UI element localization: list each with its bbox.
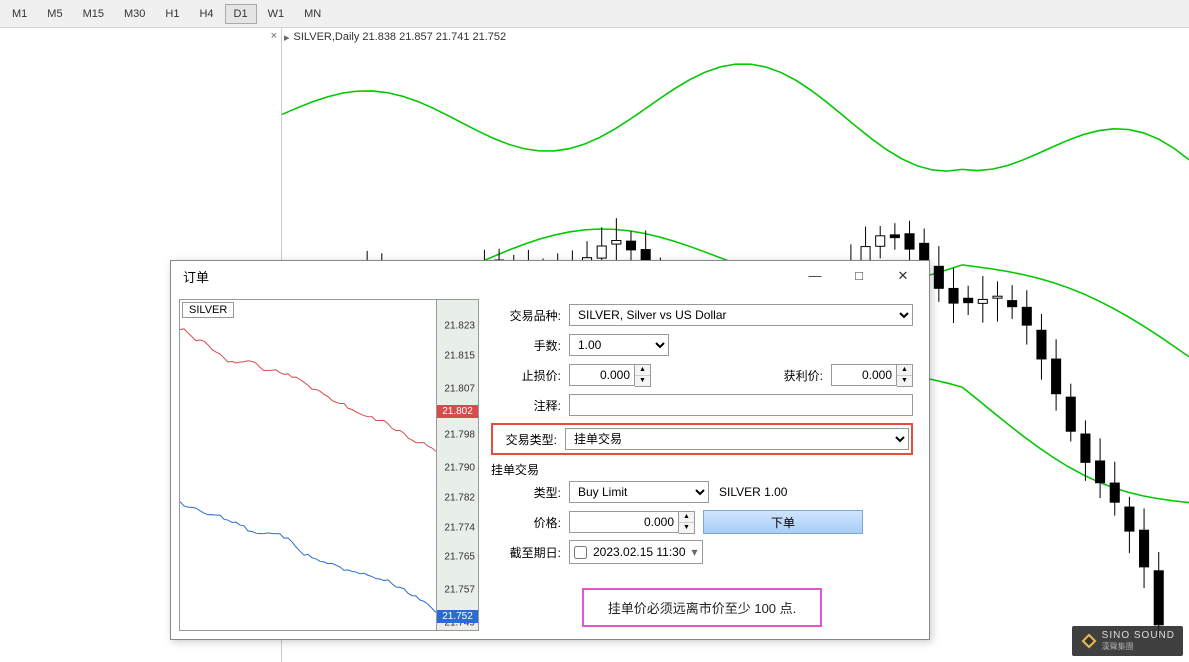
tp-input[interactable]	[831, 364, 897, 386]
price-marker: 21.802	[437, 405, 478, 418]
order-form: 交易品种: SILVER, Silver vs US Dollar 手数: 1.…	[487, 299, 921, 631]
axis-tick: 21.798	[444, 430, 475, 441]
expiry-checkbox[interactable]	[574, 546, 587, 559]
minimize-icon[interactable]: —	[797, 268, 833, 284]
close-icon[interactable]: ×	[271, 30, 277, 42]
timeframe-m5[interactable]: M5	[38, 4, 71, 24]
chart-expand-icon[interactable]: ▸	[284, 31, 290, 44]
pending-section-label: 挂单交易	[491, 461, 913, 478]
timeframe-toolbar: M1M5M15M30H1H4D1W1MN	[0, 0, 1189, 28]
timeframe-m30[interactable]: M30	[115, 4, 154, 24]
label-expiry: 截至期日:	[491, 544, 569, 561]
pendtype-suffix: SILVER 1.00	[719, 485, 787, 499]
warning-message: 挂单价必须远离市价至少 100 点.	[582, 588, 823, 627]
axis-tick: 21.815	[444, 351, 475, 362]
timeframe-mn[interactable]: MN	[295, 4, 330, 24]
tp-down-icon[interactable]: ▼	[897, 376, 912, 386]
comment-input[interactable]	[569, 394, 913, 416]
chart-title: SILVER,Daily 21.838 21.857 21.741 21.752	[294, 31, 507, 43]
axis-tick: 21.782	[444, 493, 475, 504]
submit-button[interactable]: 下单	[703, 510, 863, 534]
sl-down-icon[interactable]: ▼	[635, 376, 650, 386]
price-down-icon[interactable]: ▼	[679, 523, 694, 533]
chart-header: ▸ SILVER,Daily 21.838 21.857 21.741 21.7…	[282, 28, 1189, 46]
label-pendtype: 类型:	[491, 484, 569, 501]
mini-chart: SILVER 21.82321.81521.80721.79821.79021.…	[179, 299, 479, 631]
label-price: 价格:	[491, 514, 569, 531]
sl-input[interactable]	[569, 364, 635, 386]
expiry-value: 2023.02.15 11:30	[593, 545, 686, 559]
price-input[interactable]	[569, 511, 679, 533]
volume-select[interactable]: 1.00	[569, 334, 669, 356]
timeframe-h1[interactable]: H1	[156, 4, 188, 24]
order-dialog: 订单 — □ ✕ SILVER 21.82321.81521.80721.798…	[170, 260, 930, 640]
label-tp: 获利价:	[771, 367, 831, 384]
label-sl: 止损价:	[491, 367, 569, 384]
axis-tick: 21.774	[444, 522, 475, 533]
close-dialog-icon[interactable]: ✕	[885, 268, 921, 284]
label-ordertype: 交易类型:	[495, 431, 565, 448]
ordertype-select[interactable]: 挂单交易	[565, 428, 909, 450]
axis-tick: 21.823	[444, 321, 475, 332]
maximize-icon[interactable]: □	[841, 268, 877, 284]
axis-tick: 21.807	[444, 384, 475, 395]
logo-text: SINO SOUND	[1102, 630, 1175, 641]
ordertype-highlight: 交易类型: 挂单交易	[491, 423, 913, 455]
axis-tick: 21.765	[444, 552, 475, 563]
brand-logo: SINO SOUND 漢聲集團	[1072, 626, 1183, 656]
label-symbol: 交易品种:	[491, 307, 569, 324]
timeframe-d1[interactable]: D1	[225, 4, 257, 24]
axis-tick: 21.790	[444, 463, 475, 474]
chevron-down-icon[interactable]: ▾	[692, 545, 698, 559]
timeframe-h4[interactable]: H4	[190, 4, 222, 24]
timeframe-m1[interactable]: M1	[3, 4, 36, 24]
axis-tick: 21.757	[444, 585, 475, 596]
tp-up-icon[interactable]: ▲	[897, 365, 912, 376]
label-volume: 手数:	[491, 337, 569, 354]
pendtype-select[interactable]: Buy Limit	[569, 481, 709, 503]
label-comment: 注释:	[491, 397, 569, 414]
dialog-titlebar[interactable]: 订单 — □ ✕	[171, 261, 929, 291]
logo-sub: 漢聲集團	[1102, 641, 1175, 652]
sl-up-icon[interactable]: ▲	[635, 365, 650, 376]
symbol-select[interactable]: SILVER, Silver vs US Dollar	[569, 304, 913, 326]
timeframe-w1[interactable]: W1	[259, 4, 294, 24]
price-up-icon[interactable]: ▲	[679, 512, 694, 523]
price-marker: 21.752	[437, 610, 478, 623]
dialog-title: 订单	[179, 267, 209, 286]
timeframe-m15[interactable]: M15	[74, 4, 113, 24]
